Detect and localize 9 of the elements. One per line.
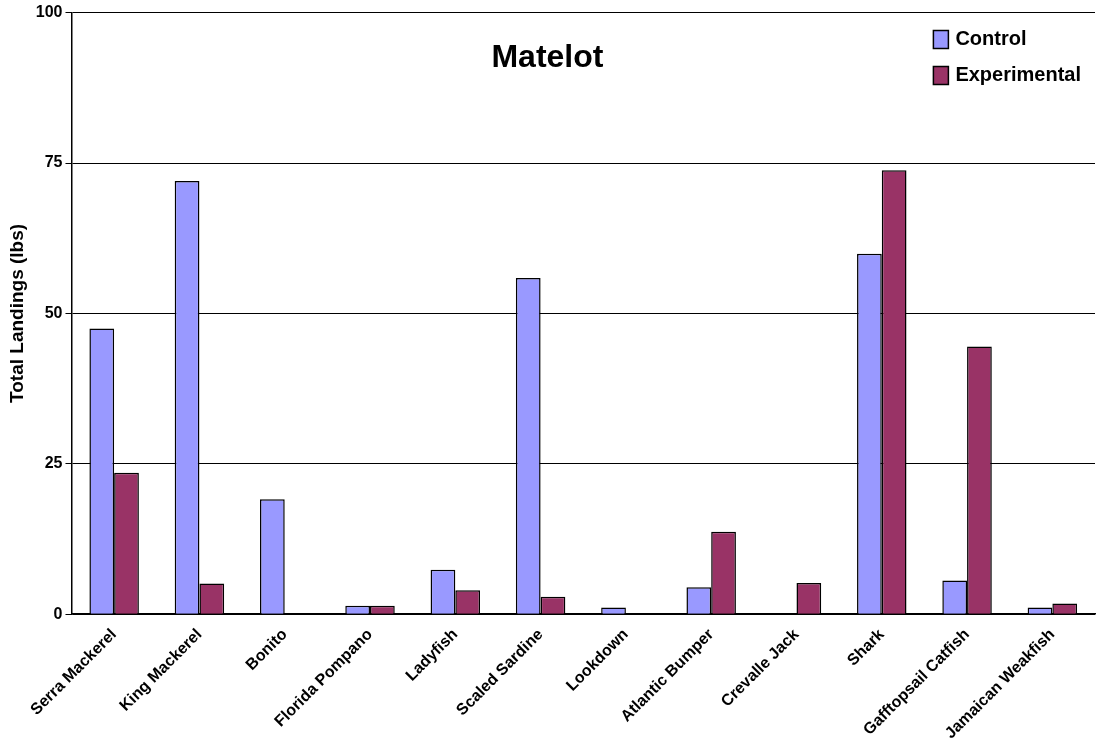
y-tick-label: 50 — [44, 303, 63, 321]
text: Matelot — [491, 38, 604, 75]
y-axis-title: Total Landings (lbs) — [5, 223, 27, 403]
y-tick-label: 100 — [35, 3, 63, 21]
y-tick-label: 25 — [44, 454, 63, 472]
legend-label: Experimental — [955, 63, 1081, 86]
legend-label: Control — [955, 27, 1027, 50]
y-tick-label: 0 — [53, 604, 63, 622]
y-tick-label: 75 — [44, 153, 63, 171]
